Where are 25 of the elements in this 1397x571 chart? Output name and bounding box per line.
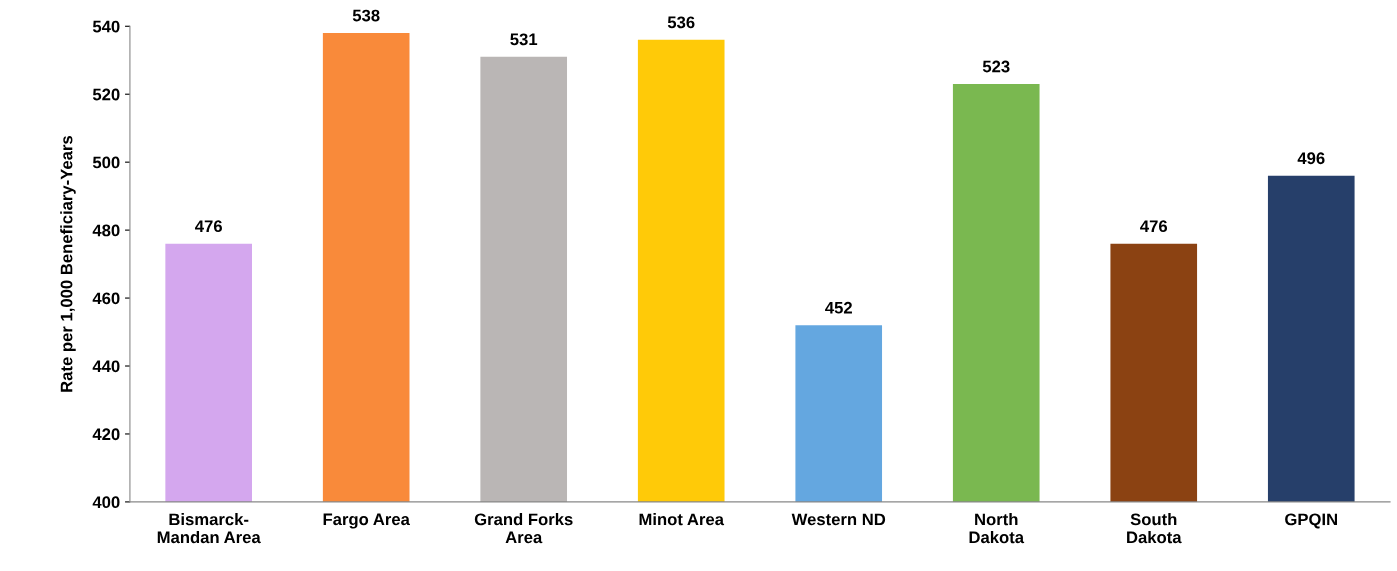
y-tick-label: 420 xyxy=(92,428,120,441)
y-tick-label: 540 xyxy=(92,20,120,33)
x-tick-label: Minot Area xyxy=(639,513,725,526)
data-label: 476 xyxy=(1140,220,1168,233)
x-tick-label: Bismarck- Mandan Area xyxy=(157,513,261,544)
data-label: 496 xyxy=(1297,152,1325,165)
data-label: 476 xyxy=(195,220,222,233)
x-tick-label: South Dakota xyxy=(1127,513,1182,544)
x-tick-label: Fargo Area xyxy=(323,513,410,529)
y-tick-label: 440 xyxy=(92,360,120,373)
data-label: 531 xyxy=(510,33,538,46)
x-tick-label: Grand Forks Area xyxy=(474,513,573,544)
data-label: 536 xyxy=(667,16,695,29)
y-tick-label: 520 xyxy=(92,88,120,101)
y-tick-label: 480 xyxy=(92,224,120,237)
y-tick-label: 400 xyxy=(92,496,120,509)
x-tick-label: North Dakota xyxy=(969,513,1025,544)
x-tick-label: GPQIN xyxy=(1285,513,1337,529)
data-label: 452 xyxy=(825,301,852,314)
y-tick-label: 460 xyxy=(92,292,120,305)
data-label: 538 xyxy=(352,9,380,22)
data-label: 523 xyxy=(982,60,1010,73)
x-tick-label: Western ND xyxy=(791,513,886,526)
y-tick-label: 500 xyxy=(92,156,120,169)
y-axis-title: Rate per 1,000 Beneficiary-Years xyxy=(60,135,76,392)
